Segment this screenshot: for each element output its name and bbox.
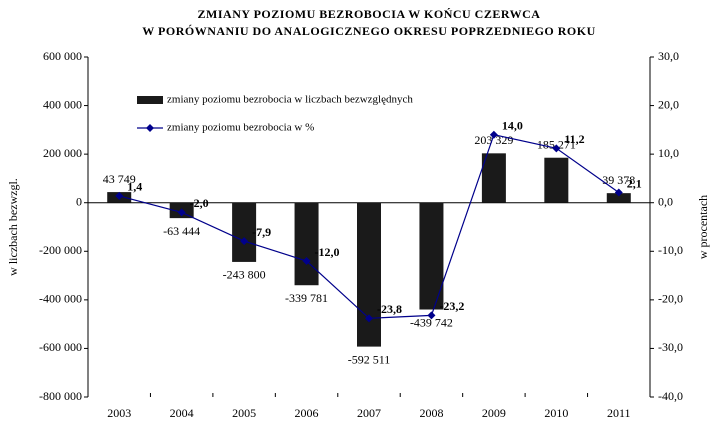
line-label: 1,4 [127,180,142,194]
line-marker [115,191,124,200]
y2-tick-label: 30,0 [658,49,679,63]
x-tick-label: 2005 [232,406,256,420]
y-tick-label: -800 000 [39,389,82,403]
y2-tick-label: 10,0 [658,146,679,160]
bar [544,157,569,203]
line-label: -23,8 [377,302,402,316]
bar-label: 43 749 [103,172,136,186]
y2-tick-label: -10,0 [658,243,683,257]
line-marker [365,314,373,323]
chart-title: ZMIANY POZIOMU BEZROBOCIA W KOŃCU CZERWC… [198,7,541,21]
x-tick-label: 2007 [357,406,381,420]
x-tick-label: 2011 [607,406,631,420]
y2-tick-label: -40,0 [658,389,683,403]
x-tick-label: 2003 [107,406,131,420]
bar [294,202,319,286]
line-label: 11,2 [564,132,584,146]
line-label: 2,1 [627,176,642,190]
legend-label: zmiany poziomu bezrobocia w % [167,122,314,134]
x-tick-label: 2008 [419,406,443,420]
y-tick-label: 0 [76,194,82,208]
line-label: 14,0 [502,118,523,132]
bar [606,193,631,203]
x-tick-label: 2006 [295,406,319,420]
y2-axis-label: w procentach [696,195,710,259]
y-tick-label: -600 000 [39,340,82,354]
line-marker [427,311,436,320]
x-tick-label: 2009 [482,406,506,420]
bar-label: -439 742 [410,315,453,329]
line-marker [302,257,311,265]
line-label: -23,2 [439,299,464,313]
y2-tick-label: 20,0 [658,97,679,111]
line-marker [614,188,623,197]
y2-tick-label: -30,0 [658,340,683,354]
legend-swatch [137,96,163,104]
legend-label: zmiany poziomu bezrobocia w liczbach bez… [167,94,413,106]
y2-tick-label: 0,0 [658,194,673,208]
line-marker [552,144,561,153]
y-tick-label: 400 000 [43,97,82,111]
bar-label: 39 378 [602,173,635,187]
line-marker [177,208,186,217]
chart-subtitle: W PORÓWNANIU DO ANALOGICZNEGO OKRESU POP… [142,24,596,38]
bar-label: -63 444 [163,224,200,238]
line-label: -12,0 [315,245,340,259]
bar [481,153,506,203]
x-tick-label: 2004 [170,406,194,420]
line-marker [240,237,249,246]
y-axis-label: w liczbach bezwzgl. [6,178,20,276]
y-tick-label: 200 000 [43,146,82,160]
legend-marker [146,124,154,132]
line-label: -7,9 [252,225,271,239]
y-tick-label: -400 000 [39,292,82,306]
line-label: -2,0 [190,196,209,210]
bar-label: -592 511 [348,352,391,366]
bar-label: -243 800 [223,268,266,282]
x-tick-label: 2010 [544,406,568,420]
bar [232,202,257,262]
line-marker [489,130,498,139]
y-tick-label: 600 000 [43,49,82,63]
bar [357,202,381,347]
bar [419,202,444,310]
y2-tick-label: -20,0 [658,292,683,306]
bar-label: -339 781 [285,291,328,305]
y-tick-label: -200 000 [39,243,82,257]
